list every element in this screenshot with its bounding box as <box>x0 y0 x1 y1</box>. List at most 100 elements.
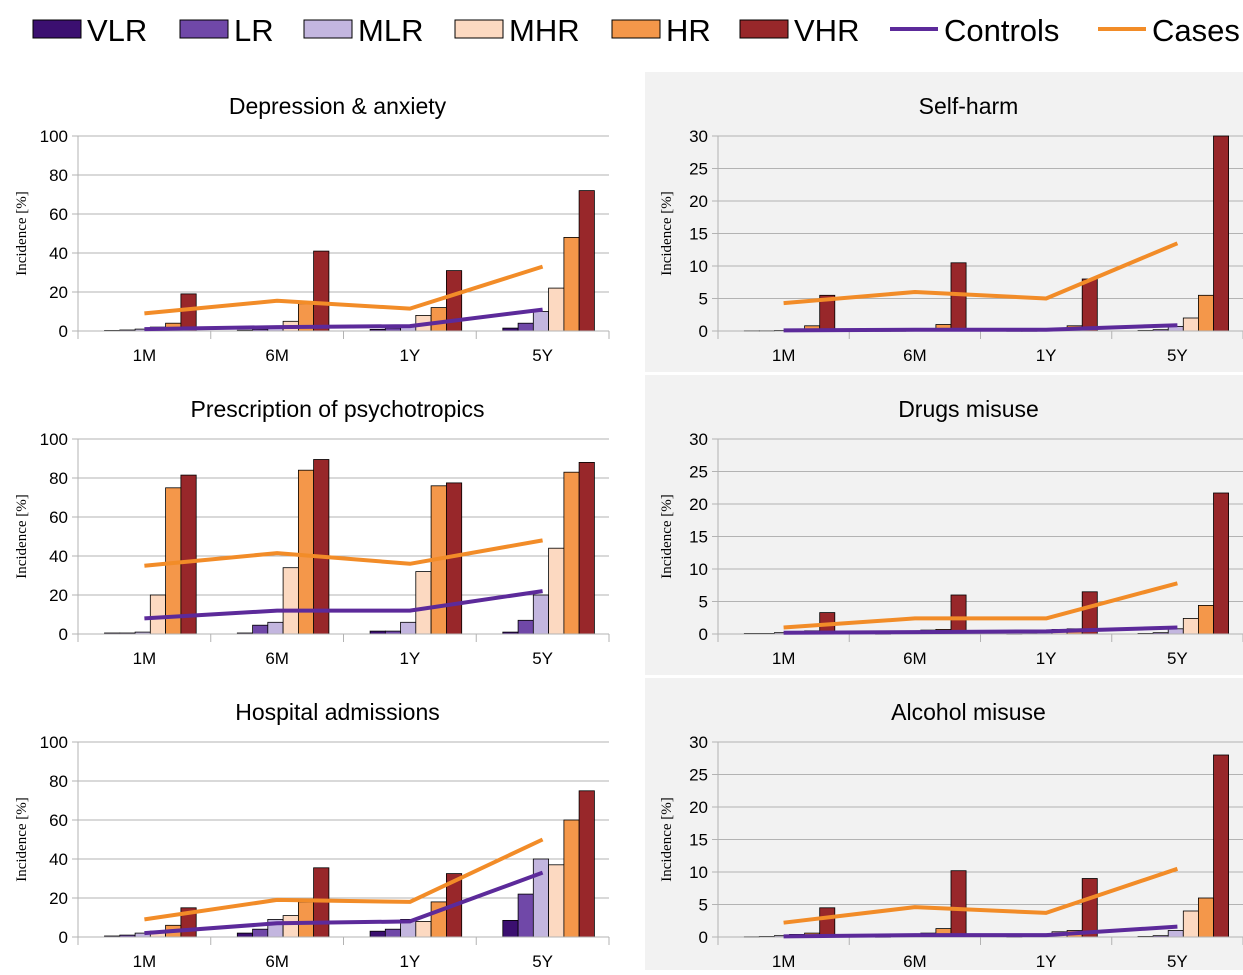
y-tick-label: 20 <box>49 283 68 302</box>
x-tick-label: 1Y <box>399 346 420 365</box>
x-tick-label: 5Y <box>1167 346 1188 365</box>
y-tick-label: 20 <box>689 495 708 514</box>
bar-vhr-5y <box>1213 492 1230 635</box>
x-tick-label: 6M <box>265 952 289 970</box>
bar-lr-5y <box>517 893 534 938</box>
bar-mhr-5y <box>1182 617 1199 635</box>
x-tick-label: 6M <box>265 346 289 365</box>
chart-title: Depression & anxiety <box>229 93 447 119</box>
bar-hr-5y <box>563 236 580 332</box>
chart-depression-anxiety: Depression & anxiety Incidence [%] 0 20 40 60… <box>0 72 622 372</box>
legend-label-cases: Cases <box>1152 13 1240 48</box>
x-tick-label: 6M <box>903 952 927 970</box>
line-controls <box>144 589 543 621</box>
y-tick-label: 80 <box>49 772 68 791</box>
bar-hr-6m <box>297 901 315 938</box>
y-tick-label: 20 <box>689 192 708 211</box>
bar-mlr-5y <box>532 311 549 332</box>
y-tick-label: 100 <box>40 127 68 146</box>
x-tick-label: 6M <box>903 649 927 668</box>
y-tick-label: 15 <box>689 831 708 850</box>
y-tick-label: 30 <box>689 430 708 449</box>
chart-svg: Prescription of psychotropics Incidence [… <box>14 396 610 668</box>
bar-lr-1y <box>384 928 401 938</box>
line-controls <box>144 307 543 332</box>
legend-label-vlr: VLR <box>87 13 147 48</box>
x-tick-label: 1M <box>133 346 157 365</box>
bar-hr-1y <box>430 307 447 332</box>
bar-vlr-1y <box>369 930 386 938</box>
chart-self-harm: Self-harm Incidence [%] 0 5 10 15 20 25 30 1M 6M 1Y… <box>645 72 1243 372</box>
bar-mhr-5y <box>548 864 565 938</box>
chart-svg: Alcohol misuse Incidence [%] 0 5 10 15 20 25 30 1… <box>659 699 1243 971</box>
bar-mhr-1m <box>149 594 167 635</box>
line-cases <box>783 241 1179 306</box>
bar-vhr-6m <box>313 459 330 635</box>
bar-hr-5y <box>1198 604 1214 635</box>
legend-label-controls: Controls <box>944 13 1059 48</box>
bar-vhr-6m <box>950 262 967 332</box>
bar-vhr-1m <box>180 293 197 332</box>
bar-mhr-6m <box>282 915 299 938</box>
y-tick-label: 60 <box>49 205 68 224</box>
legend-swatch-lr <box>179 19 229 39</box>
bar-mhr-6m <box>282 567 299 635</box>
bar-mhr-1y <box>415 920 432 938</box>
chart-hospital-admissions: Hospital admissions Incidence [%] 0 20 40 60 8… <box>0 678 622 971</box>
bar-vhr-6m <box>313 250 330 332</box>
x-tick-label: 6M <box>265 649 289 668</box>
chart-svg: Self-harm Incidence [%] 0 5 10 15 20 25 30 1M 6M 1Y… <box>659 93 1243 365</box>
bar-hr-5y <box>1198 897 1214 938</box>
y-tick-label: 80 <box>49 166 68 185</box>
y-axis-label: Incidence [%] <box>659 191 675 276</box>
line-cases <box>144 538 543 568</box>
x-tick-label: 1Y <box>1036 346 1057 365</box>
bar-hr-5y <box>1198 294 1214 332</box>
y-tick-label: 40 <box>49 547 68 566</box>
legend-swatch-vlr <box>32 19 82 39</box>
y-tick-label: 20 <box>689 798 708 817</box>
y-tick-label: 5 <box>699 593 708 612</box>
bar-mhr-5y <box>548 547 565 635</box>
y-tick-label: 10 <box>689 863 708 882</box>
chart-svg: Drugs misuse Incidence [%] 0 5 10 15 20 25 30 1M 6… <box>659 396 1243 668</box>
bar-mlr-5y <box>532 594 549 635</box>
bar-mhr-5y <box>1182 317 1199 332</box>
y-tick-label: 20 <box>49 586 68 605</box>
y-tick-label: 80 <box>49 469 68 488</box>
x-tick-label: 1M <box>772 649 796 668</box>
y-tick-label: 40 <box>49 244 68 263</box>
legend-item-vhr: VHR <box>739 13 859 48</box>
legend-swatch-mhr <box>454 19 504 39</box>
x-tick-label: 1Y <box>399 952 420 970</box>
legend: VLR LR MLR MHR HR VHR Controls Cases <box>32 13 1240 48</box>
bar-vhr-1m <box>819 907 836 938</box>
y-axis-label: Incidence [%] <box>659 797 675 882</box>
y-tick-label: 25 <box>689 766 708 785</box>
bar-lr-5y <box>517 619 534 635</box>
y-tick-label: 60 <box>49 811 68 830</box>
bar-lr-6m <box>252 624 269 635</box>
bar-vhr-1y <box>1081 278 1098 332</box>
legend-item-lr: LR <box>179 13 274 48</box>
line-controls <box>783 323 1178 333</box>
y-tick-label: 0 <box>699 625 708 644</box>
x-tick-label: 5Y <box>1167 952 1188 970</box>
chart-title: Self-harm <box>919 93 1019 119</box>
y-tick-label: 100 <box>40 733 68 752</box>
y-tick-label: 15 <box>689 225 708 244</box>
line-cases <box>783 581 1178 630</box>
bar-mlr-1y <box>400 621 417 635</box>
y-axis-label: Incidence [%] <box>14 797 30 882</box>
x-tick-label: 1Y <box>399 649 420 668</box>
x-tick-label: 1Y <box>1036 649 1057 668</box>
bar-vhr-5y <box>1213 135 1230 332</box>
bar-vhr-1m <box>180 474 197 635</box>
legend-swatch-vhr <box>739 19 789 39</box>
bar-vlr-5y <box>502 919 519 938</box>
bar-hr-5y <box>563 819 580 938</box>
legend-label-vhr: VHR <box>794 13 859 48</box>
line-cases <box>144 837 544 922</box>
legend-swatch-hr <box>611 19 661 39</box>
legend-item-hr: HR <box>611 13 711 48</box>
